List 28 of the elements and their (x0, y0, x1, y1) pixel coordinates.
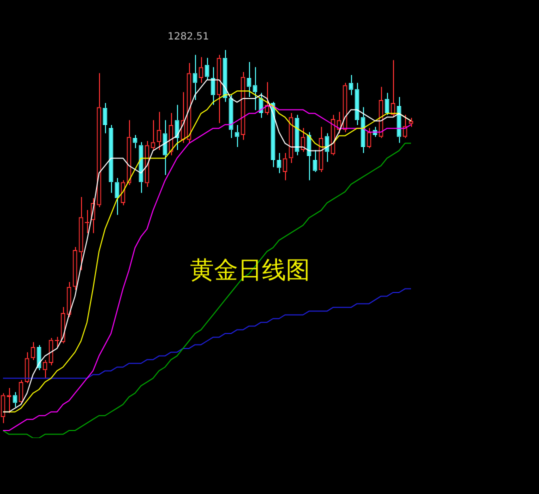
candlestick (396, 96, 402, 144)
candlestick (384, 92, 390, 116)
candlestick (108, 124, 114, 194)
candlestick (348, 74, 354, 96)
candlestick (270, 101, 276, 168)
candlestick (138, 142, 144, 194)
candlestick (324, 132, 330, 162)
candlestick (234, 124, 240, 148)
candlestick (228, 94, 234, 139)
candlestick (276, 152, 282, 174)
candlestick (12, 392, 18, 408)
text: 1282.51 (168, 32, 209, 43)
candlestick (132, 134, 138, 149)
candlestick (360, 106, 366, 154)
candlestick (210, 66, 216, 106)
candlestick (102, 102, 108, 134)
candlestick (222, 50, 228, 102)
candlestick (354, 82, 360, 126)
candlestick (192, 54, 198, 100)
candlestick (252, 66, 258, 111)
candlestick (246, 61, 252, 98)
candlestick (174, 104, 180, 150)
candlestick (312, 149, 318, 172)
candlestick (162, 120, 168, 176)
candlestick (114, 177, 120, 216)
candlestick (306, 132, 312, 181)
candlestick (294, 114, 300, 156)
candlestick (204, 57, 210, 80)
